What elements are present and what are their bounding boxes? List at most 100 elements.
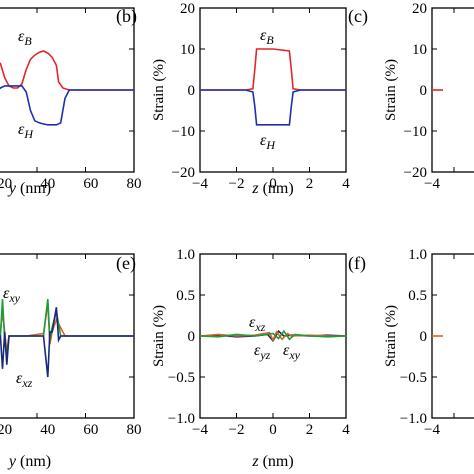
annotation-eps-xy: εxy [3,285,21,305]
x-axis-variable: z [251,180,259,197]
series-line-εH [200,89,346,126]
panel-1 [199,7,347,173]
x-axis-label: y (nm) [7,180,51,197]
annotation-eps-xz-e-subscript: xz [254,320,265,334]
x-tick-label: 4 [342,176,350,192]
annotation-eps-B: εB [18,28,32,48]
x-tick-label: −4 [192,422,208,438]
series-line-εB [200,48,346,91]
y-axis-label: Strain (%) [151,59,167,121]
x-tick-label: 4 [342,422,350,438]
panel-3 [0,253,135,419]
y-tick-label: 0.5 [408,288,427,304]
y-tick-label: −20 [404,165,427,181]
annotation-eps-xy-e-subscript: xy [288,348,300,362]
panel-label: (c) [348,6,368,27]
annotation-eps-xz-e: εxz [249,314,266,334]
annotation-eps-B-b-subscript: B [266,33,274,47]
panel-2 [431,7,474,173]
y-tick-label: 20 [180,1,195,17]
y-axis-label: Strain (%) [383,305,399,367]
y-tick-label: −0.5 [168,370,195,386]
x-axis-label: z (nm) [251,453,293,470]
series-line-εyz [0,303,134,353]
annotation-eps-B-subscript: B [24,34,32,48]
y-axis-label: Strain (%) [151,305,167,367]
annotation-eps-xy-symbol: ε [3,285,10,302]
y-tick-label: −10 [172,124,195,140]
y-tick-label: 0 [188,83,196,99]
series-line-εxz [0,307,134,378]
series-line-εxy [200,329,346,341]
y-tick-label: 0 [420,329,428,345]
panel-label: (f) [348,253,366,274]
y-tick-label: 1.0 [176,247,195,263]
annotation-eps-H-symbol: ε [18,121,25,138]
annotation-eps-xz-subscript: xz [21,376,32,390]
annotation-eps-xy-e: εxy [283,342,301,362]
panel-4 [199,253,347,419]
x-axis-unit: (nm) [259,453,294,470]
x-tick-label: 40 [40,422,55,438]
x-tick-label: 2 [306,176,314,192]
x-tick-label: 0 [269,422,277,438]
x-axis-variable: y [7,453,17,470]
x-axis-unit: (nm) [259,180,294,197]
x-axis-variable: y [7,180,17,197]
x-axis-unit: (nm) [16,453,51,470]
annotation-eps-H: εH [18,121,34,141]
series-line-εH [0,85,134,126]
x-tick-label: 2 [306,422,314,438]
y-tick-label: 10 [412,42,427,58]
x-tick-label: 40 [40,176,55,192]
y-tick-label: −0.5 [400,370,427,386]
y-tick-label: 1.0 [408,247,427,263]
x-tick-label: −4 [424,422,440,438]
annotation-eps-B-b-symbol: ε [260,27,267,44]
annotation-eps-xz-symbol: ε [16,370,23,387]
x-tick-label: 80 [127,176,142,192]
panel-0 [0,7,135,173]
x-tick-label: 80 [127,422,142,438]
x-tick-label: 60 [83,176,98,192]
panel-label: (b) [116,6,137,27]
x-axis-label: y (nm) [7,453,51,470]
x-tick-label: −4 [424,176,440,192]
annotation-eps-xy-subscript: xy [8,291,20,305]
y-tick-label: −1.0 [400,411,427,427]
annotation-eps-B-symbol: ε [18,28,25,45]
y-tick-label: 0 [420,83,428,99]
annotation-eps-xz-e-symbol: ε [249,314,256,331]
y-tick-label: −20 [172,165,195,181]
annotation-eps-xz: εxz [16,370,33,390]
y-tick-label: −10 [404,124,427,140]
x-tick-label: 20 [0,422,12,438]
x-axis-variable: z [251,453,259,470]
panel-5 [431,253,474,419]
x-tick-label: 60 [83,422,98,438]
y-axis-label: Strain (%) [383,59,399,121]
x-tick-label: −2 [229,422,245,438]
annotation-eps-H-b-symbol: ε [260,132,267,149]
annotation-eps-xy-e-symbol: ε [283,342,290,359]
series-line-εxy [0,299,134,357]
x-tick-label: −4 [192,176,208,192]
x-axis-label: z (nm) [251,180,293,197]
x-axis-unit: (nm) [16,180,51,197]
y-tick-label: −1.0 [168,411,195,427]
y-tick-label: 10 [180,42,195,58]
y-tick-label: 0.5 [176,288,195,304]
annotation-eps-B-b: εB [260,27,274,47]
annotation-eps-H-b: εH [260,132,276,152]
annotation-eps-H-subscript: H [23,127,34,141]
y-tick-label: 20 [412,1,427,17]
x-tick-label: 20 [0,176,12,192]
panel-label: (e) [116,253,136,274]
x-tick-label: 0 [269,176,277,192]
annotation-eps-yz-e-symbol: ε [254,342,261,359]
y-tick-label: 0 [188,329,196,345]
x-tick-label: −2 [229,176,245,192]
annotation-eps-yz-e: εyz [254,342,271,362]
annotation-eps-yz-e-subscript: yz [259,348,270,362]
